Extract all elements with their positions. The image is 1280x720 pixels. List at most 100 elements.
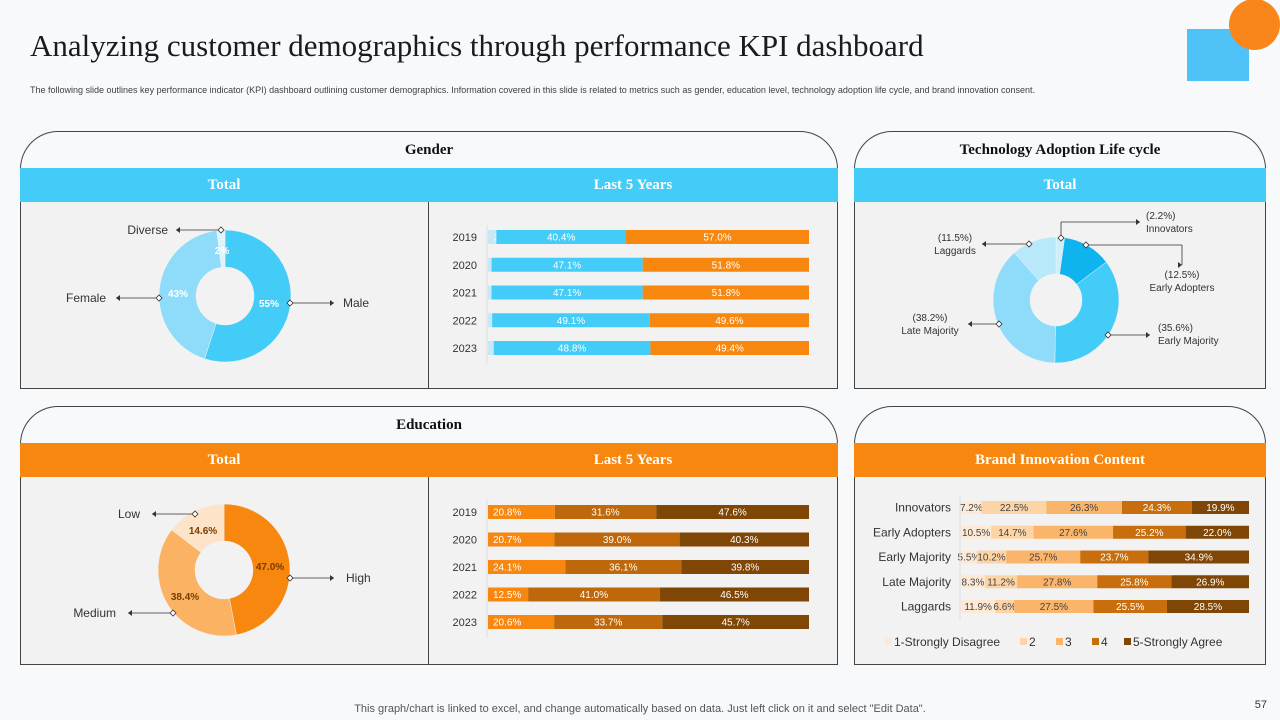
bar-label-laggards-s2: 6.6% xyxy=(993,602,1016,613)
bar-2019-s3 xyxy=(626,230,809,244)
education-header-band: Total Last 5 Years xyxy=(20,443,838,477)
bar-2019-s2 xyxy=(496,230,627,244)
bar-label-2023-s1: 20.6% xyxy=(493,618,521,629)
page-title: Analyzing customer demographics through … xyxy=(30,28,924,63)
category-label-2022: 2022 xyxy=(453,315,477,327)
bar-2020-s2 xyxy=(554,532,680,547)
callout-marker-low xyxy=(191,510,199,518)
callout-marker-medium xyxy=(169,609,177,617)
gender-title: Gender xyxy=(20,131,838,169)
bar-label-early-adopters-s2: 14.7% xyxy=(998,528,1026,539)
decor-circle xyxy=(1229,0,1280,50)
bar-2019-s3 xyxy=(656,505,809,519)
bar-label-late-majority-s3: 27.8% xyxy=(1043,577,1071,588)
bar-label-2020-s3: 51.8% xyxy=(712,260,740,271)
value-label-female: 43% xyxy=(168,289,188,300)
bar-2021-s3 xyxy=(642,285,809,300)
bar-label-early-majority-s1: 5.5% xyxy=(958,553,981,564)
callout-arrow-innovators xyxy=(1136,219,1140,225)
bar-2021-s1 xyxy=(488,285,492,300)
gender-total-chart: 55% Male 43% Female 2% Diverse xyxy=(66,223,369,363)
category-label-innovators: Innovators xyxy=(895,501,951,515)
callout-arrow-early-majority xyxy=(1146,332,1150,338)
bar-early-adopters-s4 xyxy=(1113,525,1186,539)
bar-2021-s2 xyxy=(491,285,643,300)
bar-label-2019-s1: 20.8% xyxy=(493,508,521,519)
bar-label-2023-s3: 45.7% xyxy=(721,618,749,629)
callout-marker-early-adopters xyxy=(1082,241,1090,249)
legend-swatch-4 xyxy=(1092,638,1099,645)
bar-2021-s1 xyxy=(488,560,566,574)
value-label-high: 47.0% xyxy=(256,562,284,573)
education-total-chart: 47.0% High 38.4% Medium 14.6% Low xyxy=(73,503,371,637)
bar-label-2022-s2: 41.0% xyxy=(580,590,608,601)
gender-last5-label: Last 5 Years xyxy=(593,176,673,193)
callout-arrow-late-majority xyxy=(968,321,972,327)
bar-2022-s3 xyxy=(649,313,809,328)
callout-marker-laggards xyxy=(1025,240,1033,248)
bar-label-2023-s2: 33.7% xyxy=(594,618,622,629)
callout-arrow-male xyxy=(330,300,334,306)
bar-early-adopters-s5 xyxy=(1185,525,1249,539)
callout-arrow-early-adopters xyxy=(1178,262,1182,268)
bar-laggards-s3 xyxy=(1014,600,1094,613)
legend-label-4: 4 xyxy=(1101,635,1108,649)
bar-label-laggards-s4: 25.5% xyxy=(1116,602,1144,613)
category-label-2019: 2019 xyxy=(453,507,477,519)
slice-high xyxy=(223,503,291,636)
bar-label-early-adopters-s4: 25.2% xyxy=(1135,528,1163,539)
bar-early-adopters-s3 xyxy=(1033,525,1114,539)
legend-swatch-1 xyxy=(885,638,892,645)
bar-innovators-s1 xyxy=(961,501,982,514)
callout-value-early-majority: (35.6%) xyxy=(1158,323,1193,334)
bar-label-early-adopters-s3: 27.6% xyxy=(1059,528,1087,539)
bar-early-majority-s1 xyxy=(961,550,977,564)
slice-male xyxy=(204,229,292,363)
bar-label-early-majority-s5: 34.9% xyxy=(1185,553,1213,564)
bar-2022-s1 xyxy=(488,313,493,328)
bar-2019-s1 xyxy=(488,230,497,244)
bar-label-late-majority-s4: 25.8% xyxy=(1120,577,1148,588)
callout-marker-male xyxy=(286,299,294,307)
bar-innovators-s3 xyxy=(1046,501,1122,514)
bar-early-majority-s4 xyxy=(1080,550,1149,564)
page-number: 57 xyxy=(1254,699,1267,711)
bar-2022-s1 xyxy=(488,587,529,602)
bar-label-2019-s2: 40.4% xyxy=(547,233,575,244)
callout-label-laggards: Laggards xyxy=(934,246,976,257)
value-label-low: 14.6% xyxy=(189,526,217,537)
tech-header-band: Total xyxy=(854,168,1266,202)
brand-header-band: Brand Innovation Content xyxy=(854,443,1266,477)
legend-swatch-3 xyxy=(1056,638,1063,645)
education-last5-label: Last 5 Years xyxy=(593,451,673,468)
bar-label-laggards-s3: 27.5% xyxy=(1040,602,1068,613)
bar-label-2020-s3: 40.3% xyxy=(730,535,758,546)
callout-arrow-high xyxy=(330,575,334,581)
callout-arrow-diverse xyxy=(176,227,180,233)
value-label-diverse: 2% xyxy=(215,246,230,257)
bar-label-2020-s2: 47.1% xyxy=(553,260,581,271)
gender-divider xyxy=(428,202,429,389)
bar-early-majority-s5 xyxy=(1148,550,1249,564)
education-title: Education xyxy=(20,406,838,444)
callout-value-innovators: (2.2%) xyxy=(1146,211,1175,222)
gender-header-band: Total Last 5 Years xyxy=(20,168,838,202)
brand-cap xyxy=(854,406,1266,444)
bar-label-2022-s1: 12.5% xyxy=(493,590,521,601)
bar-innovators-s2 xyxy=(981,501,1047,514)
category-label-2021: 2021 xyxy=(453,562,477,574)
bar-early-adopters-s2 xyxy=(991,525,1034,539)
callout-label-early-majority: Early Majority xyxy=(1158,336,1219,347)
bar-2023-s1 xyxy=(488,615,555,629)
callout-label-innovators: Innovators xyxy=(1146,224,1193,235)
brand-innovation-chart: Innovators 7.2% 22.5% 26.3% 24.3% 19.9% Early … xyxy=(873,496,1249,649)
legend-swatch-5 xyxy=(1124,638,1131,645)
bar-label-2021-s2: 36.1% xyxy=(609,563,637,574)
bar-label-2019-s3: 57.0% xyxy=(703,233,731,244)
category-label-2023: 2023 xyxy=(453,617,477,629)
bar-label-laggards-s1: 11.9% xyxy=(964,602,992,613)
bar-late-majority-s2 xyxy=(984,575,1018,589)
bar-2020-s1 xyxy=(488,532,555,547)
callout-arrow-laggards xyxy=(982,241,986,247)
value-label-male: 55% xyxy=(259,299,279,310)
